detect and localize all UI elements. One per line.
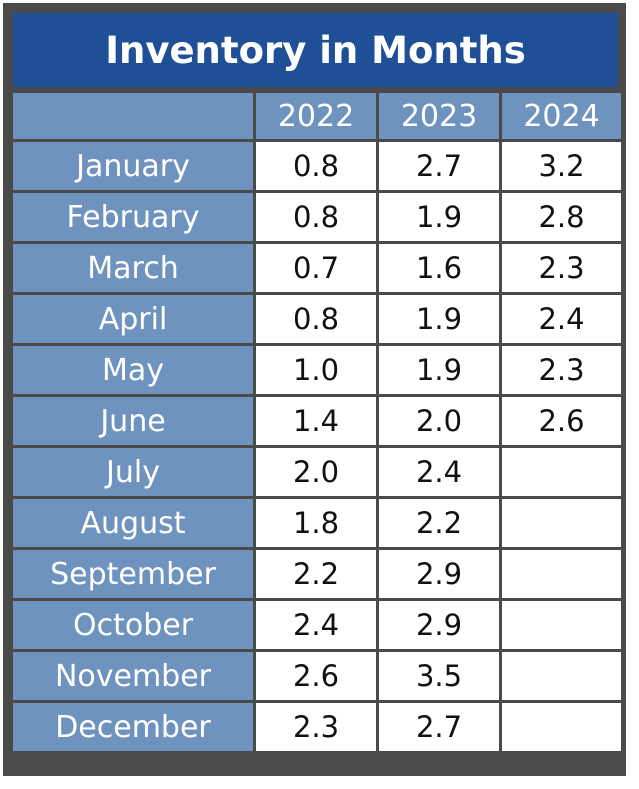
- value-cell-may-2024: 2.3: [502, 346, 621, 394]
- value-cell-september-2023: 2.9: [379, 550, 499, 598]
- value-cell-september-2022: 2.2: [256, 550, 376, 598]
- month-label-february: February: [13, 193, 253, 241]
- table-title: Inventory in Months: [13, 13, 618, 87]
- month-label-july: July: [13, 448, 253, 496]
- inventory-table: 2022 2023 2024 January 0.8 2.7 3.2 February 0…: [13, 93, 621, 751]
- month-label-october: October: [13, 601, 253, 649]
- value-cell-august-2023: 2.2: [379, 499, 499, 547]
- value-cell-august-2022: 1.8: [256, 499, 376, 547]
- value-cell-july-2022: 2.0: [256, 448, 376, 496]
- value-cell-january-2023: 2.7: [379, 142, 499, 190]
- value-cell-june-2023: 2.0: [379, 397, 499, 445]
- month-label-september: September: [13, 550, 253, 598]
- value-cell-july-2024: [502, 448, 621, 496]
- value-cell-november-2022: 2.6: [256, 652, 376, 700]
- value-cell-april-2023: 1.9: [379, 295, 499, 343]
- header-corner-cell: [13, 93, 253, 139]
- month-label-june: June: [13, 397, 253, 445]
- month-label-may: May: [13, 346, 253, 394]
- value-cell-march-2023: 1.6: [379, 244, 499, 292]
- value-cell-september-2024: [502, 550, 621, 598]
- header-year-2023: 2023: [379, 93, 499, 139]
- value-cell-february-2023: 1.9: [379, 193, 499, 241]
- value-cell-august-2024: [502, 499, 621, 547]
- value-cell-april-2022: 0.8: [256, 295, 376, 343]
- value-cell-may-2023: 1.9: [379, 346, 499, 394]
- month-label-december: December: [13, 703, 253, 751]
- value-cell-november-2024: [502, 652, 621, 700]
- value-cell-july-2023: 2.4: [379, 448, 499, 496]
- value-cell-january-2024: 3.2: [502, 142, 621, 190]
- value-cell-october-2023: 2.9: [379, 601, 499, 649]
- month-label-january: January: [13, 142, 253, 190]
- header-year-2024: 2024: [502, 93, 621, 139]
- month-label-april: April: [13, 295, 253, 343]
- value-cell-january-2022: 0.8: [256, 142, 376, 190]
- value-cell-march-2022: 0.7: [256, 244, 376, 292]
- value-cell-april-2024: 2.4: [502, 295, 621, 343]
- value-cell-march-2024: 2.3: [502, 244, 621, 292]
- month-label-november: November: [13, 652, 253, 700]
- value-cell-june-2022: 1.4: [256, 397, 376, 445]
- value-cell-may-2022: 1.0: [256, 346, 376, 394]
- value-cell-october-2024: [502, 601, 621, 649]
- value-cell-december-2022: 2.3: [256, 703, 376, 751]
- value-cell-october-2022: 2.4: [256, 601, 376, 649]
- month-label-march: March: [13, 244, 253, 292]
- value-cell-november-2023: 3.5: [379, 652, 499, 700]
- value-cell-february-2024: 2.8: [502, 193, 621, 241]
- value-cell-february-2022: 0.8: [256, 193, 376, 241]
- value-cell-december-2023: 2.7: [379, 703, 499, 751]
- table-frame: Inventory in Months 2022 2023 2024 Janua…: [3, 3, 626, 776]
- value-cell-december-2024: [502, 703, 621, 751]
- header-year-2022: 2022: [256, 93, 376, 139]
- value-cell-june-2024: 2.6: [502, 397, 621, 445]
- month-label-august: August: [13, 499, 253, 547]
